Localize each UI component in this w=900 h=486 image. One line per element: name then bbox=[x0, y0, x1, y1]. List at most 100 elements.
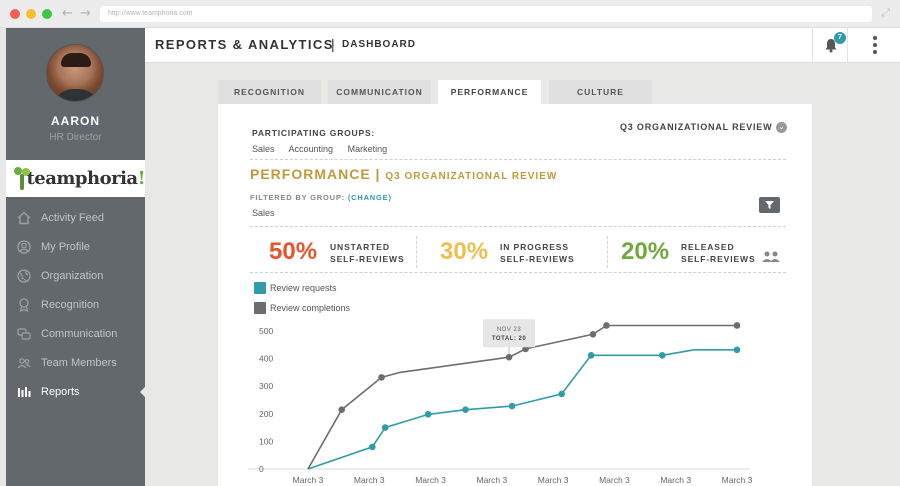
x-tick-label: March 3 bbox=[660, 475, 691, 485]
title-separator: | bbox=[331, 36, 335, 52]
stat-value-in-progress: 30% bbox=[440, 238, 489, 265]
filter-change-link[interactable]: (CHANGE) bbox=[347, 193, 392, 202]
user-name: AARON bbox=[51, 114, 100, 128]
review-selector-label: Q3 ORGANIZATIONAL REVIEW bbox=[620, 122, 773, 132]
stat-value-unstarted: 50% bbox=[269, 238, 318, 265]
sidebar-item-recognition[interactable]: Recognition bbox=[6, 290, 145, 319]
sidebar-item-label: Activity Feed bbox=[41, 211, 104, 224]
y-tick-label: 400 bbox=[259, 354, 273, 364]
sidebar-item-activity-feed[interactable]: Activity Feed bbox=[6, 203, 145, 232]
chart-tooltip: NOV 23 TOTAL: 20 bbox=[483, 319, 536, 355]
data-point-review-requests bbox=[508, 402, 516, 410]
data-point-review-completions bbox=[338, 406, 346, 413]
sidebar-item-my-profile[interactable]: My Profile bbox=[6, 232, 145, 261]
legend-swatch bbox=[254, 282, 266, 294]
y-tick-label: 0 bbox=[259, 464, 264, 474]
award-icon bbox=[16, 297, 32, 312]
team-icon bbox=[16, 356, 32, 370]
stat-label-released: RELEASED SELF-REVIEWS bbox=[681, 242, 756, 264]
stat-divider bbox=[416, 236, 417, 268]
user-role: HR Director bbox=[49, 132, 102, 143]
forward-arrow-icon[interactable]: → bbox=[80, 6, 91, 21]
y-tick-label: 100 bbox=[259, 436, 273, 446]
data-point-review-requests bbox=[733, 346, 741, 354]
sidebar: AARON HR Director teamphoria! Activity F… bbox=[6, 28, 146, 486]
funnel-icon bbox=[765, 201, 774, 209]
x-tick-label: March 3 bbox=[354, 475, 385, 485]
notifications-button[interactable]: 7 bbox=[812, 28, 848, 63]
user-circle-icon bbox=[16, 239, 32, 254]
data-point-review-requests bbox=[462, 406, 469, 413]
group-item: Marketing bbox=[347, 144, 388, 154]
notification-badge: 7 bbox=[834, 32, 846, 44]
sidebar-item-label: Organization bbox=[41, 269, 104, 282]
tooltip-total: TOTAL: 20 bbox=[492, 336, 526, 342]
performance-panel: PARTICIPATING GROUPS: Sales Accounting M… bbox=[218, 104, 812, 486]
data-point-review-requests bbox=[424, 411, 432, 418]
profile-card: AARON HR Director bbox=[6, 28, 145, 160]
tab-recognition[interactable]: RECOGNITION bbox=[218, 80, 321, 104]
page-title: REPORTS & ANALYTICS bbox=[155, 37, 334, 52]
participating-groups-label: PARTICIPATING GROUPS: bbox=[252, 128, 376, 138]
filter-value: Sales bbox=[252, 208, 275, 218]
sidebar-item-label: My Profile bbox=[41, 240, 90, 253]
chat-icon bbox=[16, 327, 32, 341]
x-tick-label: March 3 bbox=[476, 475, 507, 485]
data-point-review-requests bbox=[381, 424, 389, 431]
section-title: PERFORMANCE | Q3 ORGANIZATIONAL REVIEW bbox=[250, 166, 558, 182]
bell-icon bbox=[825, 39, 837, 53]
sidebar-item-label: Reports bbox=[41, 385, 80, 398]
bar-chart-icon bbox=[16, 385, 32, 399]
data-point-review-requests bbox=[558, 390, 566, 398]
y-tick-label: 200 bbox=[259, 409, 273, 419]
more-menu-icon[interactable] bbox=[869, 33, 881, 59]
window-close-button[interactable] bbox=[10, 9, 20, 19]
stat-label-in-progress: IN PROGRESS SELF-REVIEWS bbox=[500, 242, 575, 264]
x-tick-label: March 3 bbox=[722, 475, 753, 485]
address-bar[interactable]: http://www.teamphoria.com bbox=[100, 6, 872, 22]
logo-mark-icon bbox=[12, 166, 30, 192]
sidebar-item-team-members[interactable]: Team Members bbox=[6, 348, 145, 377]
stat-label-unstarted: UNSTARTED SELF-REVIEWS bbox=[330, 242, 405, 264]
filter-label: FILTERED BY GROUP: (CHANGE) bbox=[250, 193, 392, 202]
group-item: Sales bbox=[252, 144, 275, 154]
people-icon[interactable] bbox=[761, 249, 781, 263]
browser-chrome: ← → http://www.teamphoria.com ⤢ bbox=[0, 0, 900, 28]
avatar[interactable] bbox=[46, 44, 104, 102]
sidebar-item-label: Recognition bbox=[41, 298, 100, 311]
tooltip-box bbox=[483, 319, 536, 348]
review-line-chart: 0 100 200 300 400 500 March 3 March 3 March 3 Mar… bbox=[248, 319, 753, 485]
sidebar-item-reports[interactable]: Reports bbox=[6, 377, 146, 406]
tab-communication[interactable]: COMMUNICATION bbox=[328, 80, 431, 104]
legend-label: Review completions bbox=[270, 303, 351, 313]
filter-button[interactable] bbox=[759, 197, 780, 213]
back-arrow-icon[interactable]: ← bbox=[62, 6, 73, 21]
sidebar-item-organization[interactable]: Organization bbox=[6, 261, 145, 290]
legend-swatch bbox=[254, 302, 266, 314]
data-point-review-completions bbox=[378, 374, 385, 381]
data-point-review-requests bbox=[587, 351, 595, 359]
review-selector[interactable]: Q3 ORGANIZATIONAL REVIEW ⌄ bbox=[620, 122, 788, 134]
teamphoria-logo[interactable]: teamphoria! bbox=[6, 160, 146, 197]
top-header: REPORTS & ANALYTICS | DASHBOARD 7 bbox=[145, 28, 900, 63]
series-line-review-requests bbox=[307, 348, 737, 470]
tab-culture[interactable]: CULTURE bbox=[549, 80, 652, 104]
expand-icon[interactable]: ⤢ bbox=[881, 6, 890, 19]
legend-review-requests: Review requests bbox=[254, 282, 337, 294]
data-point-review-requests bbox=[658, 351, 666, 359]
x-tick-label: March 3 bbox=[415, 475, 446, 485]
window-maximize-button[interactable] bbox=[42, 9, 52, 19]
globe-icon bbox=[16, 268, 32, 283]
tab-performance[interactable]: PERFORMANCE bbox=[438, 80, 541, 104]
group-item: Accounting bbox=[288, 144, 334, 154]
data-point-review-completions bbox=[733, 322, 741, 329]
sidebar-item-communication[interactable]: Communication bbox=[6, 319, 145, 348]
y-tick-label: 300 bbox=[259, 381, 273, 391]
x-tick-label: March 3 bbox=[538, 475, 569, 485]
sidebar-item-label: Team Members bbox=[41, 356, 117, 369]
stat-value-released: 20% bbox=[621, 238, 670, 265]
window-minimize-button[interactable] bbox=[26, 9, 36, 19]
stat-divider bbox=[607, 236, 608, 268]
data-point-review-completions bbox=[589, 331, 597, 338]
home-icon bbox=[16, 211, 32, 225]
